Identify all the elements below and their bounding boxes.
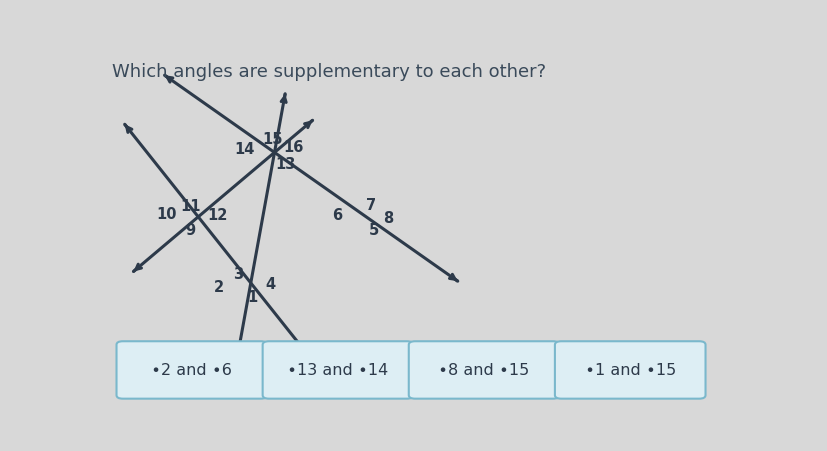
- Text: 7: 7: [366, 198, 376, 213]
- FancyBboxPatch shape: [117, 341, 267, 399]
- Text: 14: 14: [234, 141, 254, 156]
- Text: 15: 15: [263, 132, 283, 147]
- Text: 12: 12: [208, 207, 227, 222]
- Text: ∙13 and ∙14: ∙13 and ∙14: [287, 363, 389, 377]
- Text: 5: 5: [369, 223, 380, 238]
- Text: 11: 11: [180, 198, 200, 213]
- FancyBboxPatch shape: [409, 341, 559, 399]
- Text: ∙8 and ∙15: ∙8 and ∙15: [438, 363, 530, 377]
- Text: 3: 3: [233, 266, 243, 281]
- Text: 6: 6: [332, 207, 342, 222]
- FancyBboxPatch shape: [555, 341, 705, 399]
- Text: 1: 1: [247, 290, 257, 305]
- Text: 13: 13: [275, 157, 296, 172]
- Text: 9: 9: [185, 222, 195, 237]
- Text: 2: 2: [213, 279, 224, 294]
- Text: 10: 10: [156, 207, 176, 221]
- Text: 16: 16: [284, 139, 304, 155]
- Text: Which angles are supplementary to each other?: Which angles are supplementary to each o…: [112, 63, 546, 81]
- Text: ∙2 and ∙6: ∙2 and ∙6: [151, 363, 232, 377]
- Text: ∙1 and ∙15: ∙1 and ∙15: [585, 363, 676, 377]
- Text: 4: 4: [265, 277, 275, 292]
- Text: 8: 8: [384, 211, 394, 226]
- FancyBboxPatch shape: [263, 341, 414, 399]
